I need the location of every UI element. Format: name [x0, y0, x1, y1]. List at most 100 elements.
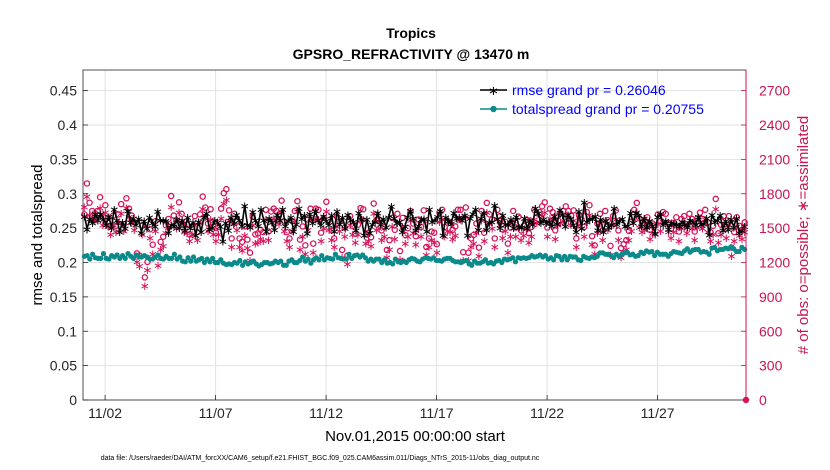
obs-assimilated-marker: ∗	[579, 230, 589, 244]
rmse-marker: ∗	[427, 215, 437, 229]
obs-possible-marker	[457, 206, 464, 214]
obs-assimilated-marker: ∗	[532, 216, 542, 230]
obs-possible-marker	[396, 247, 404, 255]
rmse-marker: ∗	[316, 218, 326, 232]
y-tick-label-right: 1800	[759, 186, 790, 202]
obs-possible-marker	[573, 235, 580, 242]
x-tick-label: 11/17	[420, 405, 454, 421]
obs-assimilated-marker: ∗	[482, 206, 492, 220]
obs-assimilated-marker: ∗	[692, 220, 702, 234]
obs-assimilated-marker: ∗	[453, 212, 463, 226]
rmse-marker: ∗	[210, 213, 220, 227]
rmse-marker: ∗	[365, 226, 375, 240]
rmse-marker: ∗	[145, 211, 155, 225]
rmse-marker: ∗	[226, 211, 236, 225]
obs-assimilated-marker: ∗	[487, 222, 497, 236]
obs-assimilated-marker: ∗	[232, 223, 242, 237]
rmse-marker: ∗	[164, 226, 174, 240]
rmse-marker: ∗	[612, 218, 622, 232]
obs-possible-marker	[525, 230, 533, 237]
spread-marker	[182, 259, 188, 265]
obs-possible-marker	[475, 244, 483, 251]
obs-assimilated-marker: ∗	[505, 230, 515, 244]
rmse-marker: ∗	[593, 224, 603, 238]
obs-possible-marker	[212, 229, 220, 236]
obs-possible-marker	[596, 210, 604, 218]
rmse-marker: ∗	[443, 214, 453, 228]
rmse-marker: ∗	[642, 220, 652, 234]
obs-possible-marker	[630, 206, 638, 214]
obs-assimilated-marker: ∗	[350, 235, 360, 249]
obs-assimilated-marker: ∗	[732, 219, 742, 233]
obs-assimilated-marker: ∗	[466, 240, 476, 254]
rmse-marker: ∗	[424, 202, 434, 216]
obs-possible-marker	[141, 274, 149, 281]
obs-possible-marker	[146, 226, 154, 233]
grid	[83, 70, 746, 401]
rmse-marker: ∗	[264, 211, 274, 225]
obs-assimilated-marker: ∗	[345, 218, 355, 232]
rmse-marker: ∗	[449, 206, 459, 220]
rmse-marker: ∗	[408, 211, 418, 225]
obs-assimilated-marker: ∗	[361, 237, 371, 251]
obs-assimilated-marker: ∗	[627, 224, 637, 238]
obs-possible-marker	[486, 211, 493, 218]
rmse-marker: ∗	[506, 213, 516, 227]
rmse-marker: ∗	[112, 213, 122, 227]
rmse-marker: ∗	[661, 214, 671, 228]
y-tick-label-left: 0.35	[50, 151, 77, 167]
rmse-marker: ∗	[348, 215, 358, 229]
obs-possible-marker	[696, 209, 704, 216]
obs-assimilated-marker: ∗	[298, 230, 308, 244]
rmse-marker: ∗	[672, 218, 682, 232]
rmse-marker: ∗	[270, 223, 280, 237]
y-tick-label-left: 0.3	[58, 186, 78, 202]
rmse-marker: ∗	[332, 204, 342, 218]
spread-marker	[469, 262, 475, 268]
obs-assimilated-marker: ∗	[590, 247, 600, 261]
obs-assimilated-marker: ∗	[329, 240, 339, 254]
obs-possible-marker	[483, 199, 491, 207]
obs-possible-marker	[331, 235, 338, 242]
obs-assimilated-marker: ∗	[284, 240, 294, 254]
obs-possible-marker	[228, 235, 235, 242]
rmse-marker: ∗	[590, 209, 600, 223]
obs-assimilated-marker: ∗	[156, 242, 166, 256]
obs-assimilated-marker: ∗	[300, 247, 310, 261]
obs-possible-marker	[149, 241, 156, 248]
obs-assimilated-marker: ∗	[377, 233, 387, 247]
rmse-marker: ∗	[441, 211, 451, 225]
obs-assimilated-marker: ∗	[129, 223, 139, 237]
obs-assimilated-marker: ∗	[192, 233, 202, 247]
obs-assimilated-marker: ∗	[545, 211, 555, 225]
rmse-line	[83, 201, 746, 242]
rmse-marker: ∗	[462, 229, 472, 243]
rmse-marker: ∗	[484, 215, 494, 229]
obs-assimilated-marker: ∗	[613, 233, 623, 247]
rmse-marker: ∗	[218, 235, 228, 249]
rmse-marker: ∗	[318, 209, 328, 223]
obs-assimilated-marker: ∗	[527, 230, 537, 244]
obs-assimilated-marker: ∗	[708, 227, 718, 241]
obs-possible-marker	[175, 199, 183, 206]
rmse-marker: ∗	[691, 218, 701, 232]
rmse-marker: ∗	[245, 220, 255, 234]
rmse-marker: ∗	[677, 215, 687, 229]
rmse-marker: ∗	[669, 217, 679, 231]
obs-possible-marker	[96, 193, 104, 201]
obs-possible-marker	[430, 229, 438, 236]
rmse-marker: ∗	[721, 214, 731, 228]
obs-assimilated-marker: ∗	[571, 240, 581, 254]
obs-assimilated-marker: ∗	[737, 232, 747, 246]
obs-possible-marker	[552, 227, 559, 234]
rmse-marker: ∗	[397, 225, 407, 239]
rmse-marker: ∗	[231, 208, 241, 222]
obs-possible-marker	[423, 243, 430, 251]
obs-possible-marker	[199, 193, 206, 200]
rmse-marker: ∗	[321, 214, 331, 228]
spread-marker	[649, 248, 655, 255]
rmse-marker: ∗	[85, 212, 95, 226]
obs-possible-marker	[265, 228, 272, 235]
obs-assimilated-marker: ∗	[484, 217, 494, 231]
obs-assimilated-marker: ∗	[703, 225, 713, 239]
